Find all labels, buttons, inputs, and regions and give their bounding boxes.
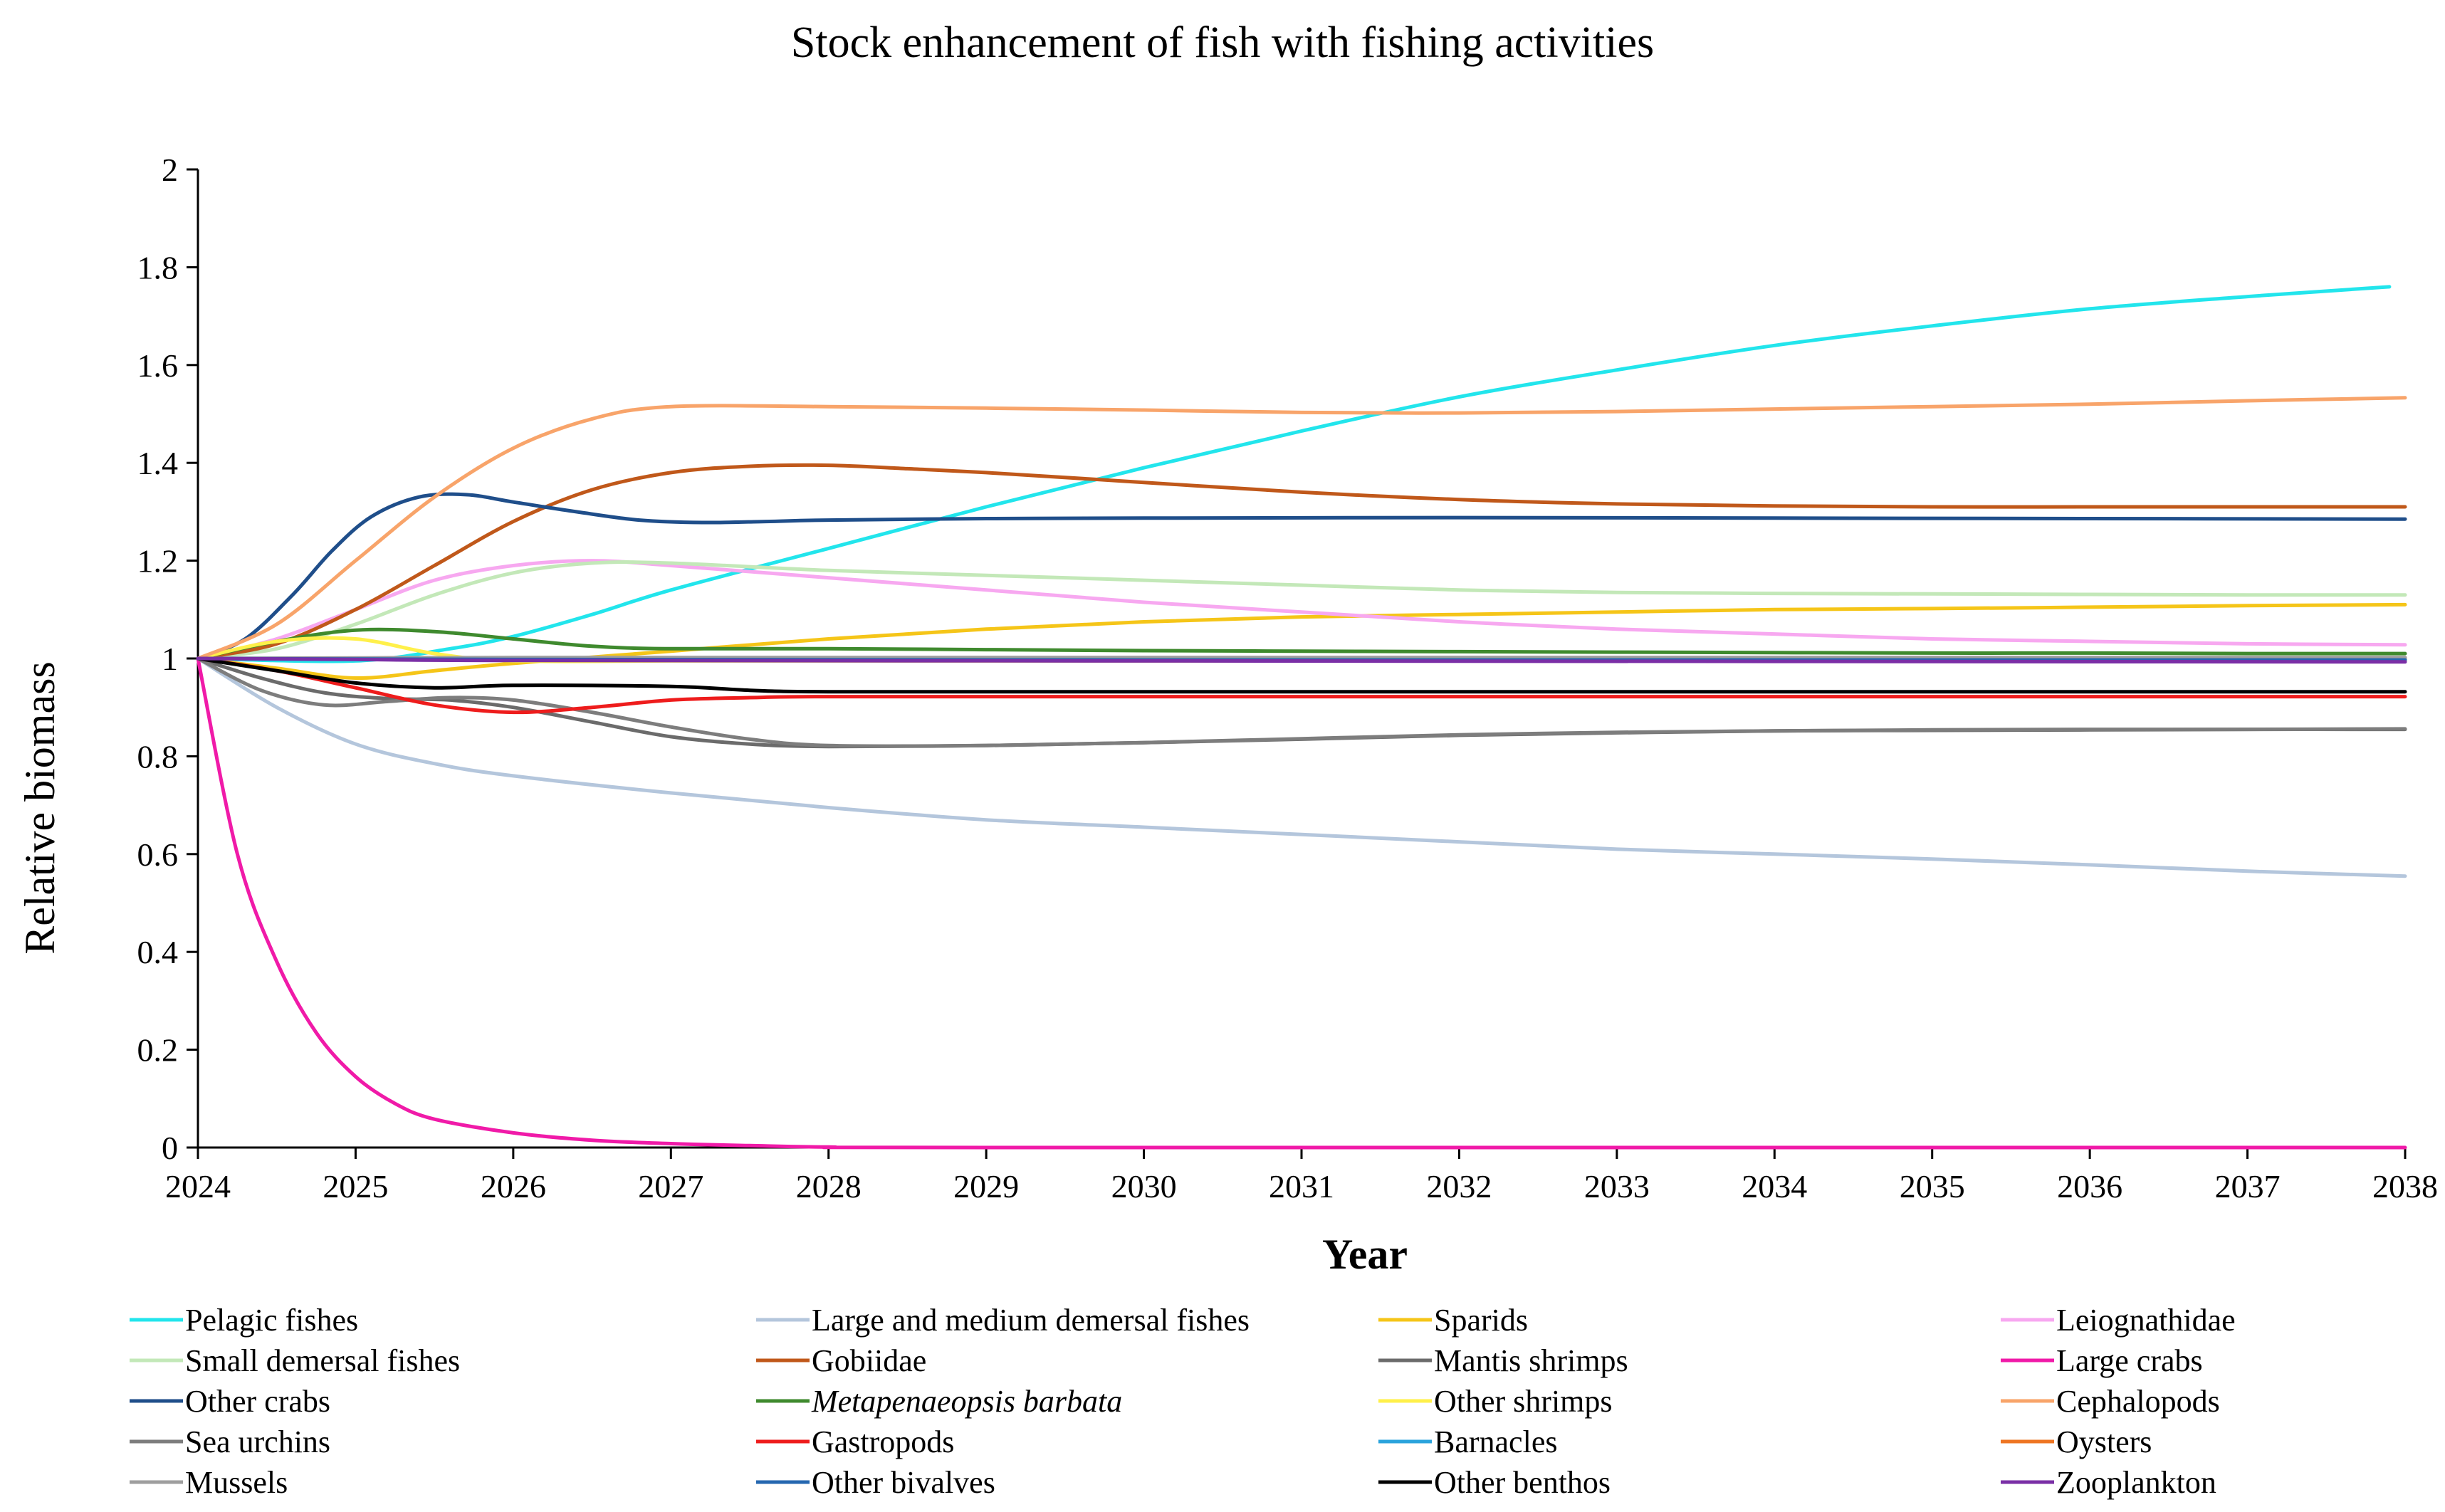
series-line-gastropods [196,656,2407,715]
legend-label: Other shrimps [1434,1384,1613,1419]
series-line-cephalopods [196,396,2407,661]
legend-label: Other bivalves [812,1465,995,1500]
legend-item-large-and-medium-demersal-fishes: Large and medium demersal fishes [756,1303,1250,1338]
legend-label: Large and medium demersal fishes [812,1303,1250,1338]
x-tick-label: 2027 [638,1168,703,1204]
legend-item-cephalopods: Cephalopods [2001,1384,2220,1419]
x-tick-label: 2036 [2057,1168,2122,1204]
legend-item-leiognathidae: Leiognathidae [2001,1303,2236,1338]
legend-item-gobiidae: Gobiidae [756,1343,926,1378]
legend-label: Leiognathidae [2056,1303,2236,1338]
series-lines [196,285,2407,1150]
x-tick-label: 2029 [953,1168,1019,1204]
legend-label: Barnacles [1434,1424,1557,1459]
y-tick-label: 1.2 [137,543,179,579]
legend-label: Gobiidae [812,1343,926,1378]
series-line-small-demersal-fishes [196,560,2407,661]
y-tick-label: 0.2 [137,1032,179,1069]
y-tick-label: 2 [162,152,178,188]
legend-item-other-shrimps: Other shrimps [1378,1384,1613,1419]
x-tick-label: 2031 [1269,1168,1334,1204]
series-line-sea-urchins [196,656,2407,748]
legend-item-zooplankton: Zooplankton [2001,1465,2216,1500]
legend-item-gastropods: Gastropods [756,1424,954,1459]
x-tick-label: 2033 [1584,1168,1650,1204]
legend-label: Sparids [1434,1303,1528,1338]
y-tick-label: 0 [162,1130,178,1166]
legend-item-metapenaeopsis-barbata: Metapenaeopsis barbata [756,1384,1122,1419]
x-tick-label: 2030 [1111,1168,1177,1204]
legend-item-large-crabs: Large crabs [2001,1343,2203,1378]
y-tick-label: 0.6 [137,836,179,873]
y-axis-label: Relative biomass [16,661,63,955]
axes: 0 0.2 0.4 0.6 0.8 1 1.2 1.4 1.6 1.8 2 2024 2025 2026 2… [137,152,2439,1204]
series-line-gobiidae [196,463,2407,661]
legend-label: Mussels [185,1465,288,1500]
series-line-large-crabs [196,656,2407,1150]
legend-label: Metapenaeopsis barbata [811,1384,1122,1419]
legend-item-mantis-shrimps: Mantis shrimps [1378,1343,1628,1378]
legend-item-other-benthos: Other benthos [1378,1465,1611,1500]
series-line-pelagic-fishes [196,285,2392,663]
legend-label: Other benthos [1434,1465,1611,1500]
legend: Pelagic fishes Large and medium demersal … [130,1303,2236,1500]
series-line-other-benthos [196,656,2407,694]
y-tick-label: 0.8 [137,738,179,775]
x-tick-label: 2038 [2372,1168,2438,1204]
legend-item-barnacles: Barnacles [1378,1424,1557,1459]
x-tick-label: 2024 [165,1168,231,1204]
legend-item-sea-urchins: Sea urchins [130,1424,330,1459]
legend-item-mussels: Mussels [130,1465,288,1500]
y-tick-label: 0.4 [137,934,179,970]
y-tick-label: 1.8 [137,249,179,285]
legend-label: Sea urchins [185,1424,330,1459]
legend-item-oysters: Oysters [2001,1424,2152,1459]
legend-item-small-demersal-fishes: Small demersal fishes [130,1343,460,1378]
x-tick-label: 2028 [796,1168,862,1204]
legend-label: Zooplankton [2056,1465,2216,1500]
x-tick-label: 2037 [2215,1168,2281,1204]
series-line-sparids [196,602,2407,681]
legend-label: Pelagic fishes [185,1303,358,1338]
series-line-metapenaeopsis-barbata [196,627,2407,661]
legend-label: Gastropods [812,1424,954,1459]
series-line-large-and-medium-demersal-fishes [196,656,2407,878]
legend-item-other-bivalves: Other bivalves [756,1465,995,1500]
x-tick-label: 2035 [1900,1168,1965,1204]
legend-item-pelagic-fishes: Pelagic fishes [130,1303,358,1338]
legend-item-other-crabs: Other crabs [130,1384,330,1419]
legend-label: Large crabs [2056,1343,2203,1378]
x-tick-label: 2025 [323,1168,388,1204]
legend-label: Oysters [2056,1424,2152,1459]
x-tick-label: 2026 [481,1168,546,1204]
legend-label: Other crabs [185,1384,330,1419]
x-axis-label: Year [1322,1231,1408,1278]
legend-label: Mantis shrimps [1434,1343,1628,1378]
legend-label: Small demersal fishes [185,1343,460,1378]
x-tick-label: 2032 [1426,1168,1492,1204]
series-line-other-crabs [196,492,2407,661]
series-line-leiognathidae [196,559,2407,661]
y-tick-label: 1.4 [137,445,179,481]
legend-item-sparids: Sparids [1378,1303,1528,1338]
x-tick-label: 2034 [1742,1168,1807,1204]
y-tick-label: 1 [162,641,178,677]
series-line-zooplankton [196,656,2407,664]
legend-label: Cephalopods [2056,1384,2220,1419]
y-tick-label: 1.6 [137,347,179,384]
chart-title: Stock enhancement of fish with fishing a… [791,19,1654,67]
